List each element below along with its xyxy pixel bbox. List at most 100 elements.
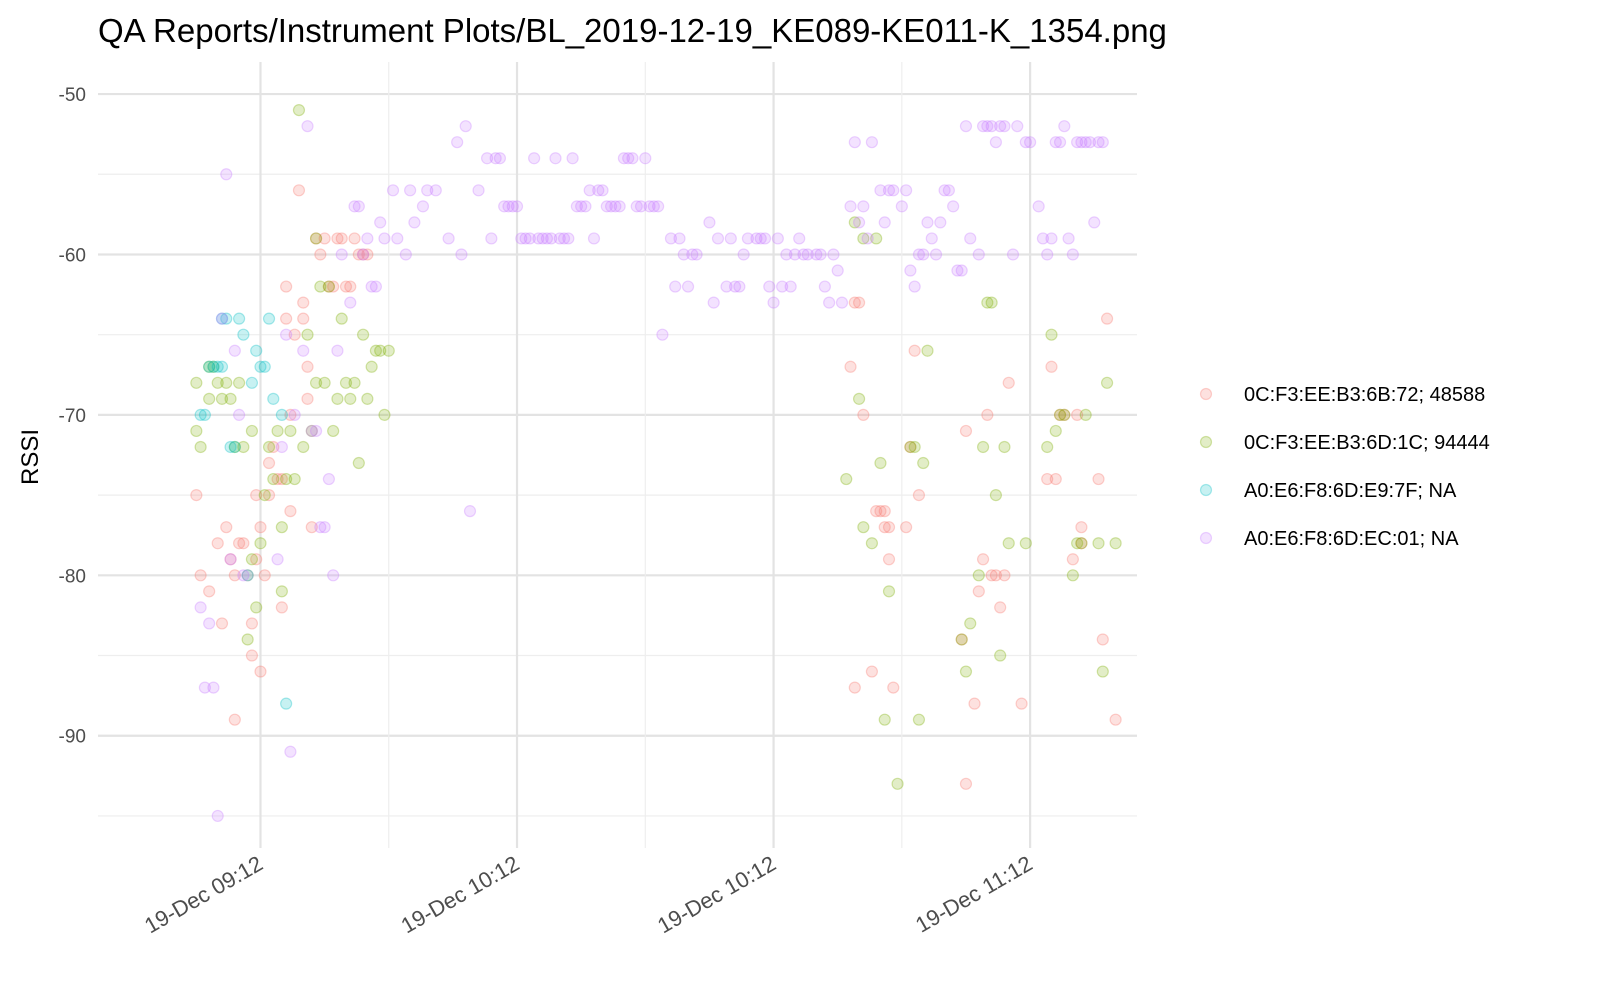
data-point <box>818 280 831 293</box>
data-point <box>784 280 797 293</box>
legend-key <box>1199 435 1213 449</box>
data-point <box>374 344 387 357</box>
data-point <box>865 136 879 149</box>
data-point <box>284 424 297 438</box>
data-point <box>583 184 596 197</box>
data-point <box>1019 537 1032 550</box>
data-point <box>925 232 938 245</box>
data-point <box>365 280 378 293</box>
data-point <box>656 328 669 341</box>
data-point <box>912 248 926 261</box>
data-point <box>356 248 370 261</box>
data-point <box>981 296 994 309</box>
data-point <box>241 569 254 582</box>
data-point <box>1006 248 1020 261</box>
data-point <box>844 360 857 373</box>
data-point <box>194 440 207 454</box>
data-point <box>305 521 318 534</box>
data-point <box>1036 232 1050 245</box>
x-tick-label: 19-Dec 09:12 <box>140 851 267 939</box>
legend-key <box>1199 531 1213 545</box>
data-point <box>451 136 464 149</box>
data-point <box>258 360 271 373</box>
data-point <box>254 521 267 534</box>
data-point <box>211 537 224 550</box>
data-point <box>203 617 216 630</box>
data-point <box>917 456 930 470</box>
data-point <box>566 152 579 165</box>
data-point <box>938 184 951 197</box>
data-point <box>1066 569 1079 582</box>
data-point <box>327 424 340 438</box>
data-point <box>814 248 827 261</box>
series-1 <box>190 184 1122 790</box>
data-point <box>1032 200 1045 213</box>
data-point <box>515 232 528 245</box>
data-point <box>284 408 297 421</box>
data-point <box>540 232 554 245</box>
data-point <box>215 617 229 630</box>
data-point <box>275 472 288 486</box>
data-point <box>267 440 280 454</box>
y-tick-label: -60 <box>59 245 86 266</box>
data-point <box>934 216 947 229</box>
data-point <box>309 232 323 245</box>
data-point <box>309 232 323 245</box>
data-point <box>857 232 870 245</box>
data-point <box>284 745 297 758</box>
data-point <box>673 232 686 245</box>
data-point <box>840 472 853 486</box>
data-point <box>284 505 297 518</box>
data-point <box>882 553 896 566</box>
data-point <box>912 713 926 726</box>
data-point <box>203 360 216 373</box>
data-point <box>882 585 896 598</box>
data-point <box>271 553 284 566</box>
data-point <box>857 200 870 213</box>
data-point <box>733 280 746 293</box>
data-point <box>356 248 370 261</box>
data-point <box>528 152 541 165</box>
data-point <box>998 120 1011 133</box>
data-point <box>1075 136 1088 149</box>
data-point <box>459 120 472 133</box>
data-point <box>844 200 857 213</box>
data-point <box>369 344 383 357</box>
data-point <box>942 184 955 197</box>
legend-label: 0C:F3:EE:B3:6B:72; 48588 <box>1244 384 1485 406</box>
data-point <box>532 232 545 245</box>
data-point <box>981 408 994 421</box>
data-point <box>553 232 566 245</box>
data-point <box>271 472 284 486</box>
data-point <box>361 232 374 245</box>
data-point <box>348 200 361 213</box>
data-point <box>921 216 934 229</box>
y-tick-label: -90 <box>59 727 86 748</box>
data-point <box>203 360 216 373</box>
data-point <box>245 376 259 389</box>
data-point <box>335 248 348 261</box>
data-point <box>741 232 755 245</box>
data-point <box>301 392 314 405</box>
data-point <box>237 569 250 582</box>
data-point <box>959 777 973 790</box>
data-point <box>275 601 288 614</box>
data-point <box>690 248 703 261</box>
data-point <box>1058 408 1071 421</box>
data-point <box>322 280 335 293</box>
series-3 <box>194 312 293 710</box>
data-point <box>472 184 485 197</box>
data-point <box>1092 537 1105 550</box>
data-point <box>339 280 353 293</box>
data-point <box>1075 521 1088 534</box>
data-point <box>959 120 973 133</box>
data-point <box>361 248 374 261</box>
data-point <box>852 392 866 405</box>
data-point <box>994 601 1007 614</box>
data-point <box>955 633 968 646</box>
data-point <box>207 681 220 694</box>
legend-label: A0:E6:F8:6D:E9:7F; NA <box>1244 480 1457 502</box>
data-point <box>207 360 220 373</box>
data-point <box>220 168 233 181</box>
